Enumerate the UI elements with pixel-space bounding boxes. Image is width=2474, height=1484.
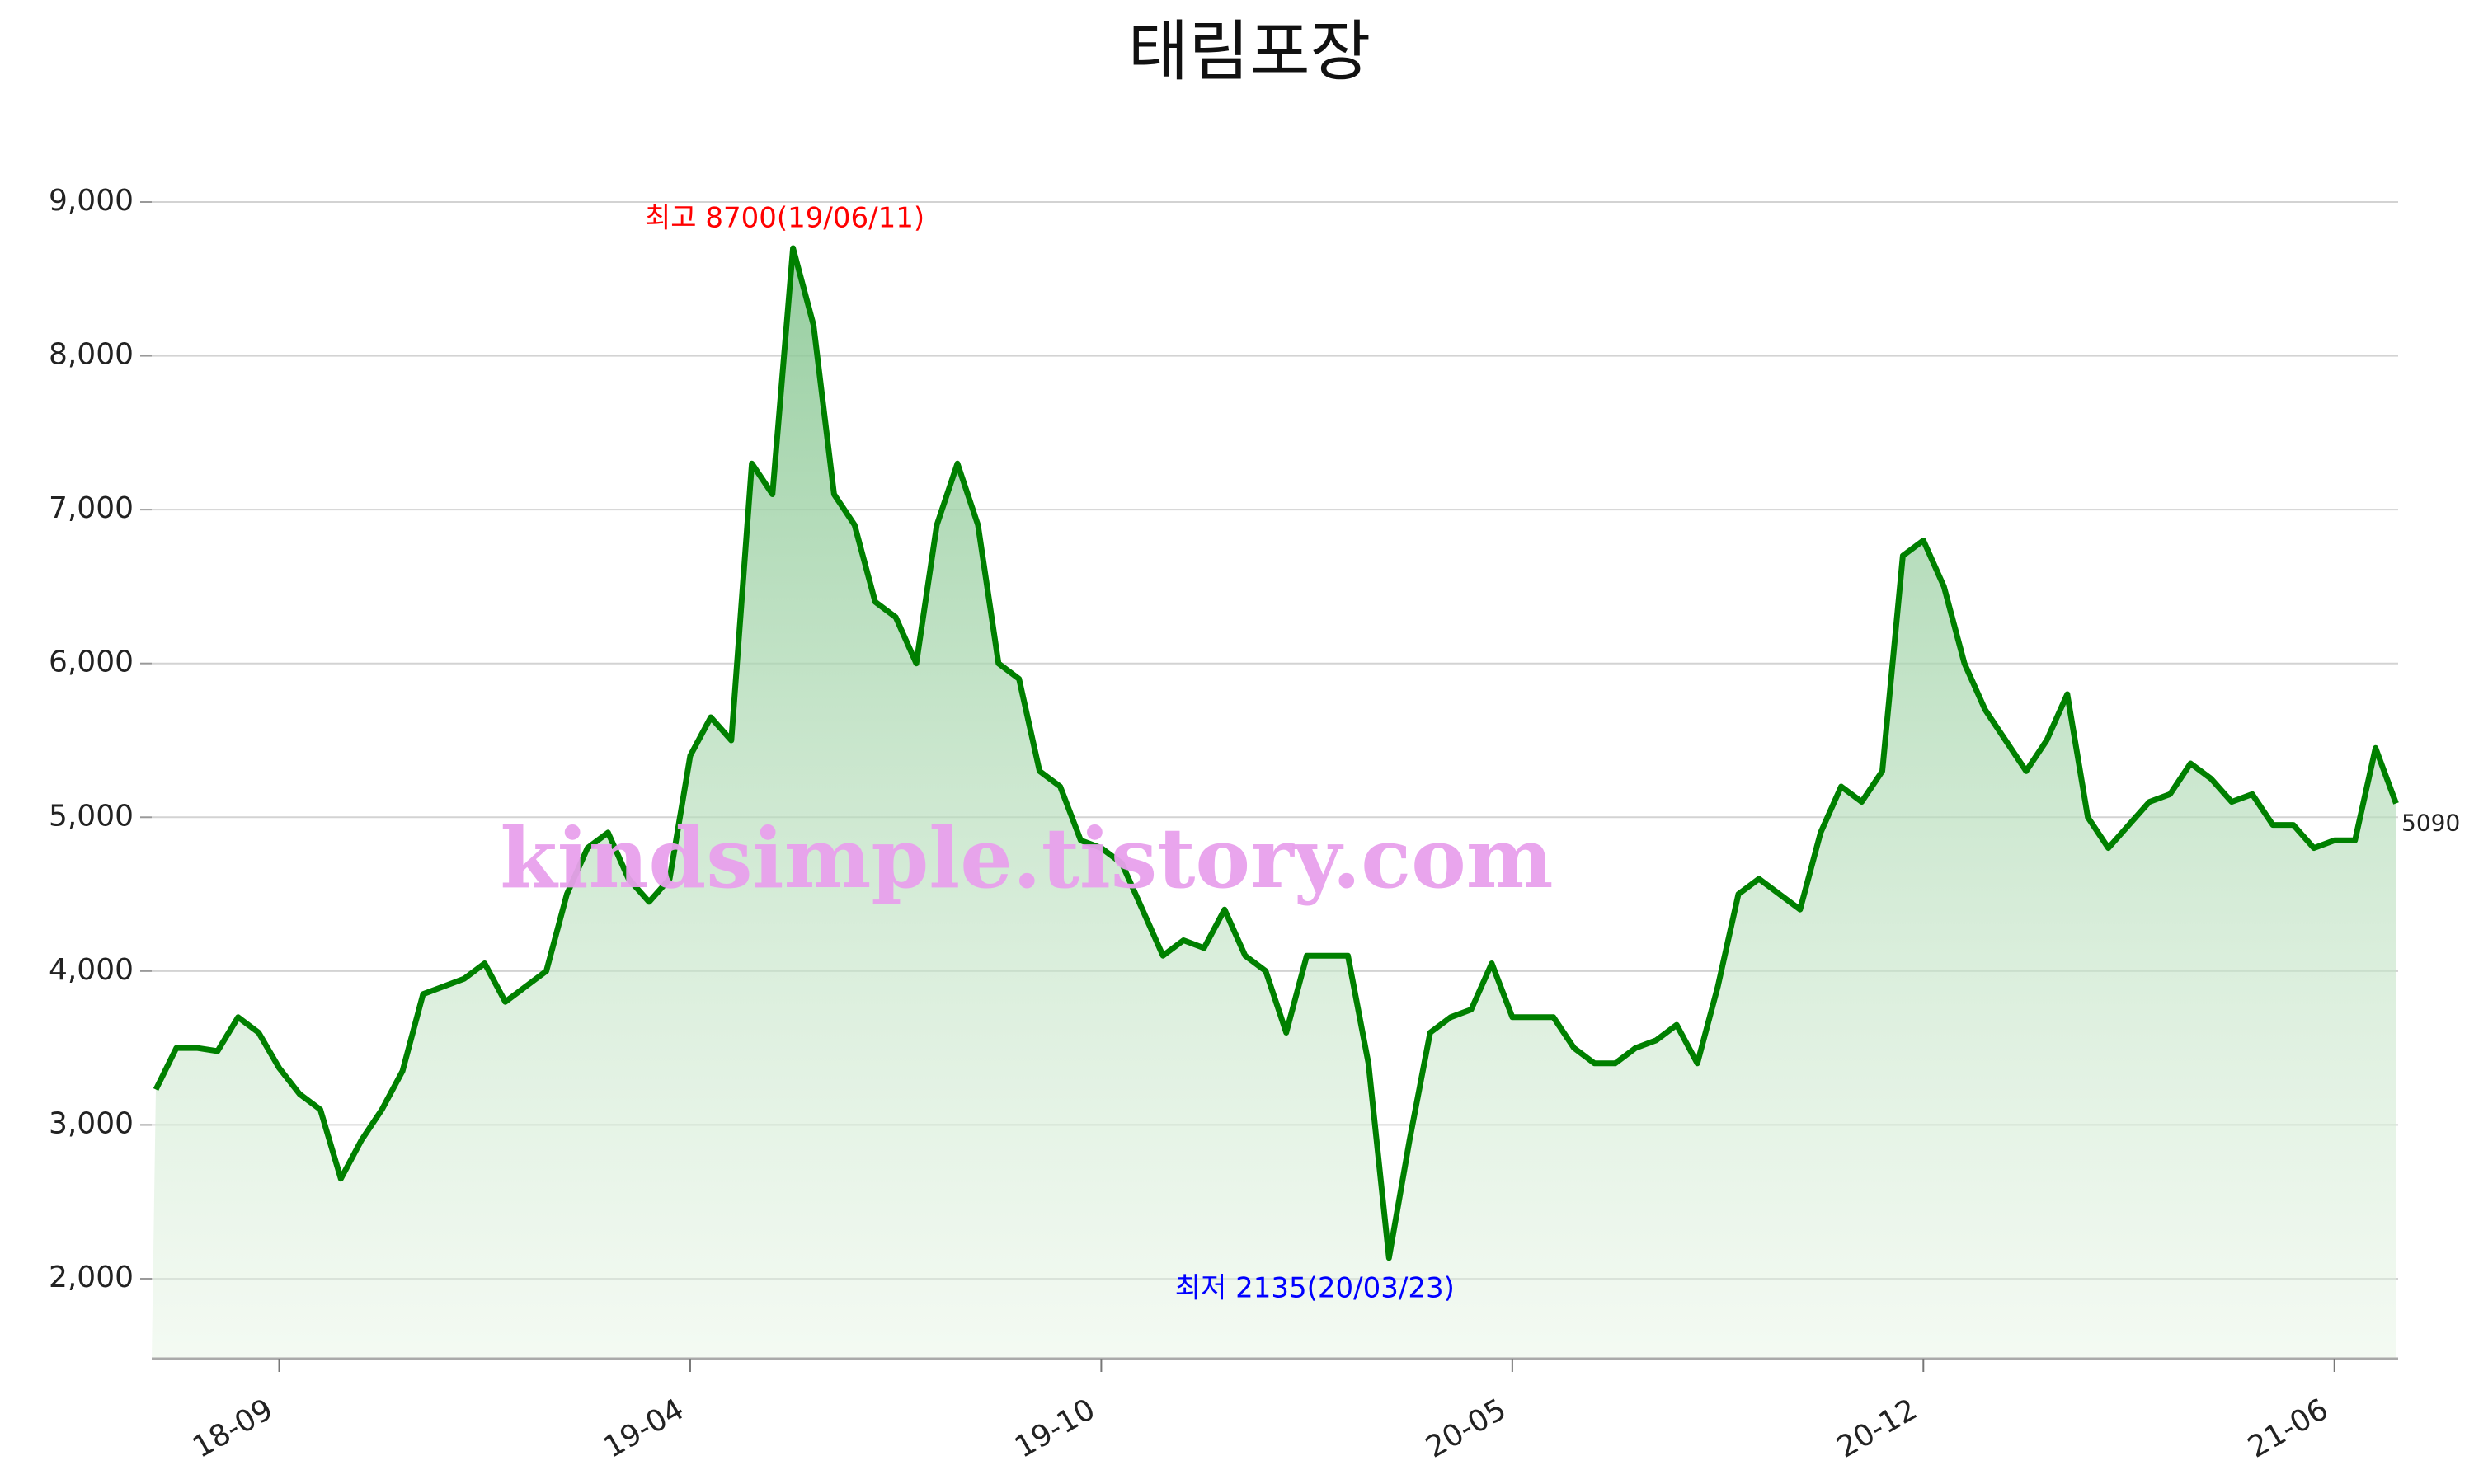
- y-tick-label: 6,000: [49, 646, 134, 679]
- chart-title: 태림포장: [1128, 13, 1371, 90]
- x-tick-label: 19-04: [598, 1392, 689, 1465]
- min-annotation: 최저 2135(20/03/23): [1175, 1271, 1455, 1304]
- x-tick-label: 18-09: [187, 1392, 279, 1465]
- y-tick-label: 3,000: [49, 1106, 134, 1140]
- y-tick-label: 7,000: [49, 491, 134, 525]
- max-annotation: 최고 8700(19/06/11): [645, 201, 924, 234]
- x-tick-label: 19-10: [1009, 1392, 1101, 1465]
- y-tick-label: 9,000: [49, 184, 134, 218]
- price-line: [153, 245, 2399, 1261]
- x-tick-label: 20-12: [1832, 1392, 1923, 1465]
- area: [152, 248, 2396, 1359]
- y-tick-label: 8,000: [49, 338, 134, 372]
- watermark: kindsimple.tistory.com: [500, 810, 1553, 907]
- x-tick-label: 21-06: [2242, 1392, 2334, 1465]
- last-value-label: 5090: [2401, 809, 2460, 836]
- y-tick-label: 2,000: [49, 1261, 134, 1294]
- x-tick-label: 20-05: [1420, 1392, 1512, 1465]
- y-tick-label: 5,000: [49, 799, 134, 833]
- y-tick-label: 4,000: [49, 953, 134, 987]
